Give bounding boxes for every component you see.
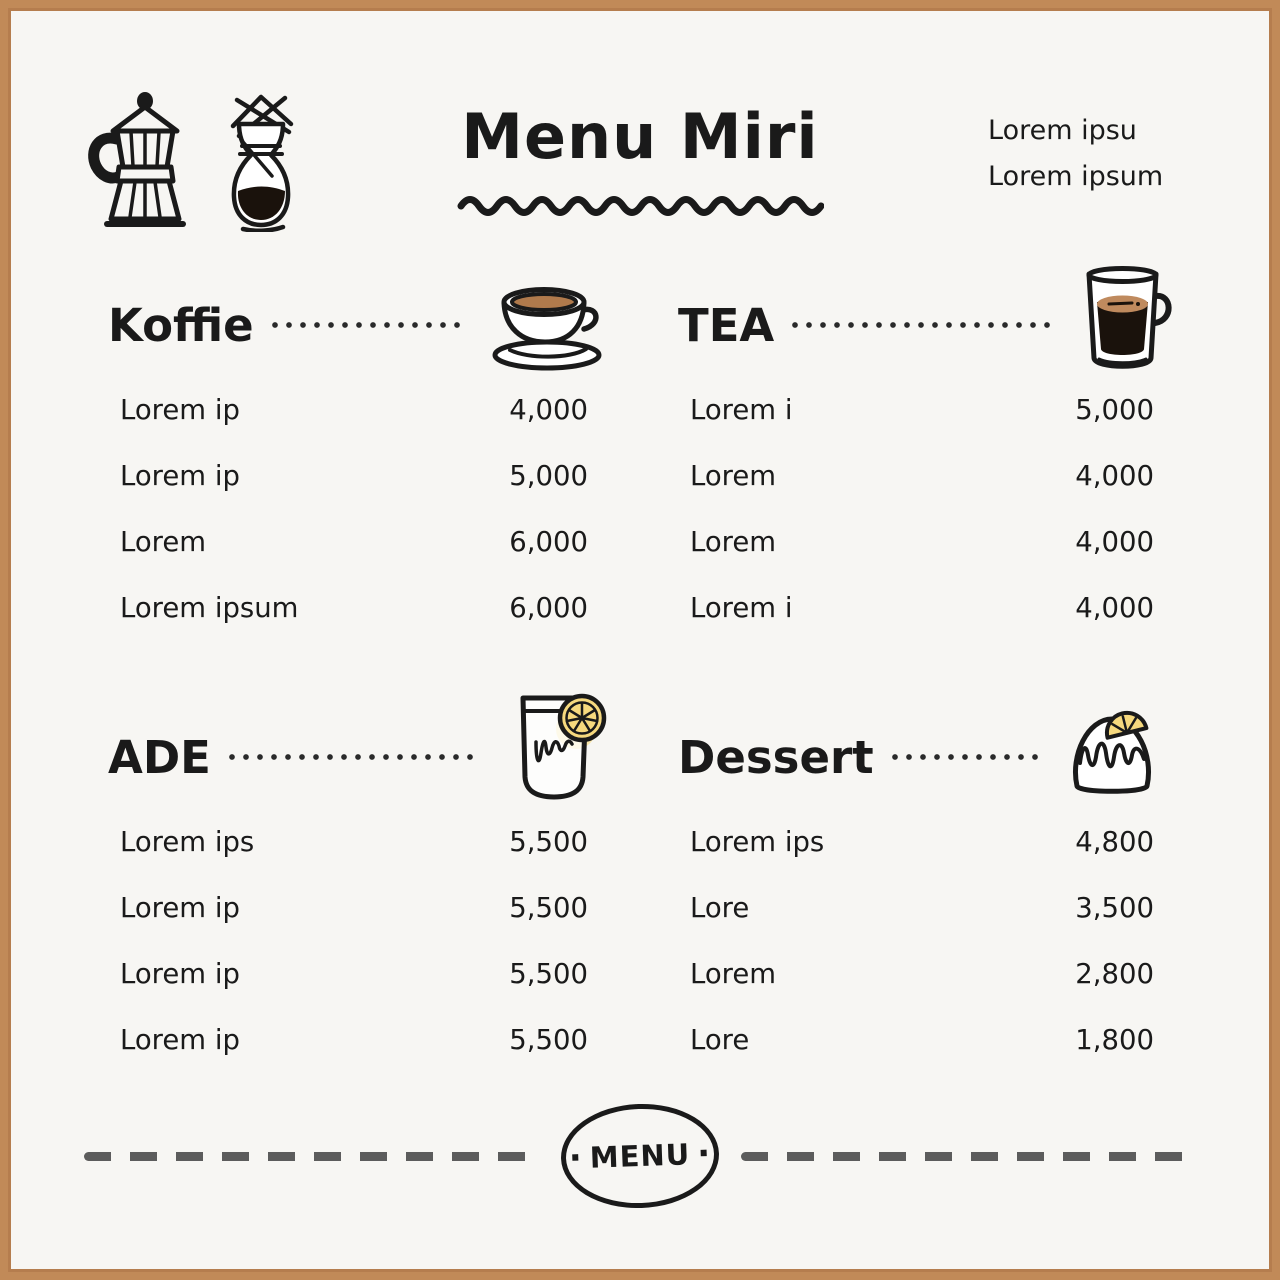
menu-item-row: Lorem 4,000: [678, 443, 1154, 509]
item-name: Lorem ipsum: [120, 592, 299, 624]
section-title: TEA: [678, 298, 775, 352]
item-name: Lore: [690, 892, 750, 924]
item-price: 1,800: [1075, 1024, 1154, 1056]
menu-item-row: Lorem 2,800: [678, 941, 1154, 1007]
brand-icons: [86, 90, 310, 236]
menu-item-row: Lorem ip 4,000: [108, 377, 588, 443]
item-price: 2,800: [1075, 958, 1154, 990]
pudding-icon: [1064, 703, 1160, 801]
dashed-line: [741, 1151, 1196, 1161]
coffee-cup-icon: [486, 277, 614, 373]
footer-divider: · MENU ·: [84, 1101, 1196, 1211]
moka-pot-icon: [86, 90, 198, 236]
menu-badge: · MENU ·: [559, 1101, 721, 1211]
item-price: 5,000: [509, 460, 588, 492]
dotted-leader-line: [271, 322, 468, 328]
wavy-underline-icon: [457, 196, 824, 216]
item-price: 6,000: [509, 526, 588, 558]
header-note-line: Lorem ipsu: [988, 115, 1137, 146]
section-items: Lorem ips 4,800 Lore 3,500 Lorem 2,800 L…: [678, 809, 1154, 1073]
menu-item-row: Lorem ips 4,800: [678, 809, 1154, 875]
section-header: Koffie: [108, 273, 602, 377]
dotted-leader-line: [228, 754, 480, 760]
item-name: Lorem ip: [120, 394, 240, 426]
chemex-icon: [210, 90, 310, 236]
section-items: Lorem i 5,000 Lorem 4,000 Lorem 4,000 Lo…: [678, 377, 1154, 641]
item-price: 4,000: [1075, 592, 1154, 624]
menu-item-row: Lorem 4,000: [678, 509, 1154, 575]
item-name: Lorem ips: [690, 826, 825, 858]
espresso-glass-icon: [1068, 266, 1182, 374]
section-title: ADE: [108, 730, 211, 784]
item-name: Lorem ip: [120, 460, 240, 492]
item-price: 5,500: [509, 892, 588, 924]
badge-label: MENU: [589, 1137, 691, 1175]
item-price: 4,800: [1075, 826, 1154, 858]
menu-item-row: Lore 3,500: [678, 875, 1154, 941]
lemonade-glass-icon: [498, 685, 612, 813]
item-name: Lore: [690, 1024, 750, 1056]
item-name: Lorem: [690, 958, 777, 990]
item-name: Lorem ip: [120, 958, 240, 990]
dotted-leader-line: [792, 322, 1050, 328]
menu-item-row: Lorem ip 5,500: [108, 941, 588, 1007]
section-header: Dessert: [678, 705, 1154, 809]
badge-dot: ·: [568, 1138, 584, 1179]
paper-background: [8, 8, 1272, 1272]
item-price: 6,000: [509, 592, 588, 624]
menu-item-row: Lorem ip 5,000: [108, 443, 588, 509]
item-price: 5,500: [509, 826, 588, 858]
item-name: Lorem: [690, 460, 777, 492]
menu-item-row: Lorem 6,000: [108, 509, 588, 575]
menu-item-row: Lore 1,800: [678, 1007, 1154, 1073]
item-name: Lorem i: [690, 394, 793, 426]
section-tea: TEA Lorem i 5,000: [678, 266, 1172, 641]
dashed-line: [84, 1151, 539, 1161]
dotted-leader-line: [891, 754, 1046, 760]
menu-item-row: Lorem i 5,000: [678, 377, 1154, 443]
item-price: 4,000: [1075, 526, 1154, 558]
item-name: Lorem: [120, 526, 207, 558]
item-name: Lorem ips: [120, 826, 255, 858]
header-note: Lorem ipsu Lorem ipsum: [988, 108, 1163, 200]
item-name: Lorem i: [690, 592, 793, 624]
section-koffie: Koffie Lorem ip 4,000 Lorem ip 5: [108, 273, 602, 641]
section-header: ADE: [108, 693, 607, 809]
section-dessert: Dessert Lorem ips 4,800 Lore: [678, 705, 1154, 1073]
menu-item-row: Lorem ips 5,500: [108, 809, 588, 875]
item-price: 4,000: [1075, 460, 1154, 492]
item-price: 3,500: [1075, 892, 1154, 924]
section-header: TEA: [678, 266, 1172, 377]
section-items: Lorem ip 4,000 Lorem ip 5,000 Lorem 6,00…: [108, 377, 588, 641]
page-title: Menu Miri: [461, 100, 819, 173]
menu-item-row: Lorem i 4,000: [678, 575, 1154, 641]
menu-item-row: Lorem ipsum 6,000: [108, 575, 588, 641]
section-items: Lorem ips 5,500 Lorem ip 5,500 Lorem ip …: [108, 809, 588, 1073]
item-price: 5,500: [509, 1024, 588, 1056]
item-name: Lorem ip: [120, 892, 240, 924]
menu-item-row: Lorem ip 5,500: [108, 875, 588, 941]
item-price: 5,500: [509, 958, 588, 990]
section-title: Dessert: [678, 730, 874, 784]
item-price: 5,000: [1075, 394, 1154, 426]
section-title: Koffie: [108, 298, 254, 352]
item-price: 4,000: [509, 394, 588, 426]
header-note-line: Lorem ipsum: [988, 161, 1164, 192]
item-name: Lorem ip: [120, 1024, 240, 1056]
badge-dot: ·: [696, 1133, 712, 1174]
menu-item-row: Lorem ip 5,500: [108, 1007, 588, 1073]
item-name: Lorem: [690, 526, 777, 558]
section-ade: ADE Lorem ips 5,500 Lorem ip: [108, 693, 607, 1073]
